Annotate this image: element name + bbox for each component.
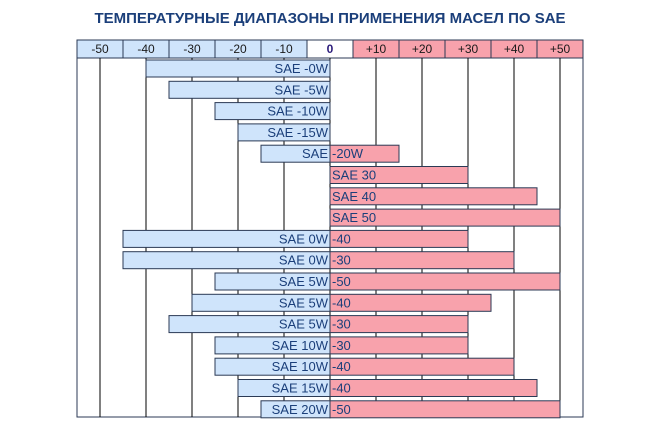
bar-positive-segment <box>329 187 538 206</box>
bar-positive-segment <box>329 315 469 334</box>
bar-label-left: SAE 10W <box>272 359 329 374</box>
bar-positive-segment <box>329 229 469 248</box>
bar-label-right: -50 <box>332 274 351 289</box>
bar-label-right: -40 <box>332 359 351 374</box>
bar-label-right: -30 <box>332 338 351 353</box>
x-tick-label: 0 <box>327 42 334 56</box>
bar-positive-segment <box>329 144 400 163</box>
bar-label-left: SAE -15W <box>267 125 328 140</box>
bar-label-left: SAE 5W <box>279 317 329 332</box>
bar-label-left: SAE -5W <box>275 82 329 97</box>
bar-negative-segment <box>145 59 331 78</box>
bar-label-left: SAE 10W <box>272 338 329 353</box>
x-tick-label: +20 <box>412 42 433 56</box>
bar-label-right: -30 <box>332 253 351 268</box>
x-tick-label: -10 <box>275 42 293 56</box>
bar-label-right: -40 <box>332 231 351 246</box>
bar-label-left: SAE <box>302 146 328 161</box>
bar-label-left: SAE 15W <box>272 381 329 396</box>
bar-label-right: SAE 40 <box>332 189 376 204</box>
x-tick-label: -20 <box>229 42 247 56</box>
bar-label-right: -40 <box>332 295 351 310</box>
bar-label-right: SAE 30 <box>332 168 376 183</box>
bar-label-left: SAE -10W <box>267 104 328 119</box>
x-tick-label: -50 <box>91 42 109 56</box>
bar-label-left: SAE 5W <box>279 274 329 289</box>
bar-label-right: -40 <box>332 381 351 396</box>
bar-negative-segment <box>237 123 331 142</box>
x-tick-label: +40 <box>504 42 525 56</box>
x-tick-label: -40 <box>137 42 155 56</box>
bar-label-left: SAE 0W <box>279 231 329 246</box>
bar-positive-segment <box>329 251 515 270</box>
bar-label-right: -50 <box>332 402 351 417</box>
bar-positive-segment <box>329 357 515 376</box>
bar-label-right: -30 <box>332 317 351 332</box>
bar-positive-segment <box>329 293 492 312</box>
bar-positive-segment <box>329 272 561 291</box>
x-tick-label: +50 <box>550 42 571 56</box>
bar-negative-segment <box>214 102 331 121</box>
bar-positive-segment <box>329 208 561 227</box>
chart-title: ТЕМПЕРАТУРНЫЕ ДИАПАЗОНЫ ПРИМЕНЕНИЯ МАСЕЛ… <box>94 10 566 27</box>
bar-positive-segment <box>329 336 469 355</box>
bar-label-left: SAE 20W <box>272 402 329 417</box>
x-tick-label: +10 <box>366 42 387 56</box>
x-tick-label: -30 <box>183 42 201 56</box>
bar-label-left: SAE 5W <box>279 295 329 310</box>
bar-positive-segment <box>329 166 469 184</box>
bar-positive-segment <box>329 379 538 397</box>
bar-negative-segment <box>168 80 331 99</box>
bar-label-left: SAE 0W <box>279 253 329 268</box>
x-tick-label: +30 <box>458 42 479 56</box>
bar-label-left: SAE -0W <box>275 61 329 76</box>
bar-label-right: SAE 50 <box>332 210 376 225</box>
bar-label-right: -20W <box>332 146 364 161</box>
bar-positive-segment <box>329 400 561 419</box>
